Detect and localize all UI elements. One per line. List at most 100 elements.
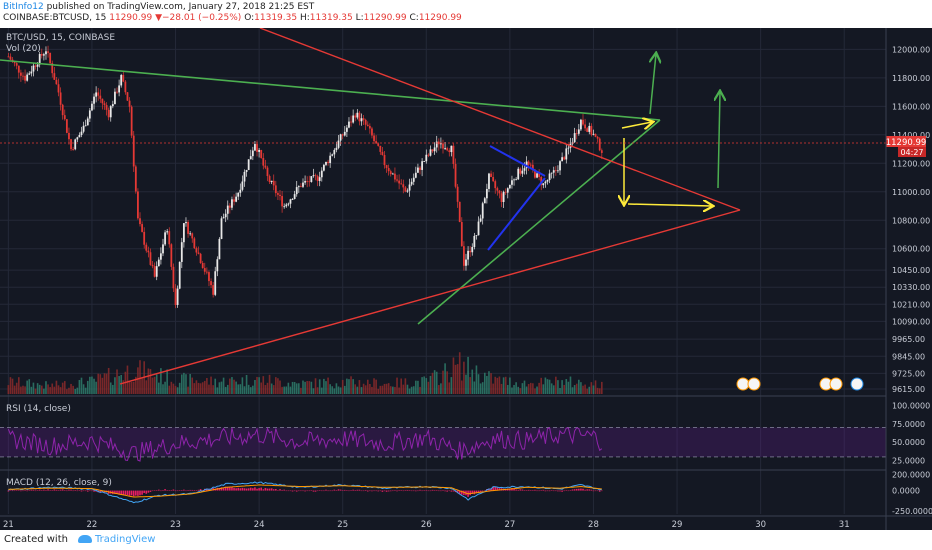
candle-body xyxy=(203,268,206,272)
candle-body xyxy=(396,179,398,181)
tradingview-logo[interactable]: TradingView xyxy=(78,534,155,545)
event-flag-icon[interactable] xyxy=(736,377,750,391)
yellow-arrow-right-upper[interactable] xyxy=(621,122,652,128)
macd-histogram-bar xyxy=(548,490,551,492)
macd-histogram-bar xyxy=(9,490,12,491)
candle-body xyxy=(500,193,503,203)
volume-bar xyxy=(172,383,175,394)
macd-histogram-bar xyxy=(458,490,461,494)
event-flag-icon[interactable] xyxy=(850,377,864,391)
macd-histogram-bar xyxy=(260,487,263,491)
candle-body xyxy=(201,262,204,269)
green-up-arrow-1[interactable] xyxy=(650,54,656,115)
time-tick-label: 24 xyxy=(254,520,265,530)
green-support-line[interactable] xyxy=(417,119,661,325)
volume-bar xyxy=(490,373,492,394)
candle-body xyxy=(544,181,547,184)
volume-bar xyxy=(203,380,206,394)
volume-bar xyxy=(410,386,413,394)
candle-body xyxy=(427,154,430,156)
volume-bar xyxy=(101,377,104,394)
chart-canvas[interactable]: 12000.00 11800.00 11600.00 11400.00 11200.00… xyxy=(0,28,932,530)
volume-bar xyxy=(147,368,150,394)
volume-bar xyxy=(28,379,31,394)
event-flag-icon[interactable] xyxy=(747,377,761,391)
created-with-label: Created with xyxy=(4,534,68,545)
macd-histogram-bar xyxy=(89,490,91,492)
candle-body xyxy=(515,179,518,181)
volume-bar xyxy=(362,383,365,394)
volume-bar xyxy=(105,373,108,394)
volume-bar xyxy=(38,384,41,394)
author-link[interactable]: BitInfo12 xyxy=(3,2,44,12)
candle-body xyxy=(534,169,536,178)
event-badges[interactable] xyxy=(736,377,864,391)
green-up-arrow-2[interactable] xyxy=(718,92,720,189)
macd-histogram-bar xyxy=(352,489,354,491)
candle-body xyxy=(291,199,294,200)
candle-body xyxy=(57,84,60,93)
volume-bar xyxy=(183,372,185,394)
candle-body xyxy=(580,119,582,130)
low-value: 11290.99 xyxy=(363,13,407,23)
candle-body xyxy=(381,151,384,155)
macd-histogram-bar xyxy=(277,490,279,491)
volume-bar xyxy=(423,376,425,394)
volume-bar xyxy=(68,387,70,394)
candle-body xyxy=(444,148,446,149)
candle-body xyxy=(237,192,240,197)
green-resistance-line[interactable] xyxy=(0,59,661,121)
candle-body xyxy=(302,182,304,187)
candle-body xyxy=(408,184,411,191)
volume-bar xyxy=(373,378,375,394)
rsi-band xyxy=(0,427,886,457)
candle-body xyxy=(502,191,505,203)
candle-body xyxy=(40,54,43,56)
red-support-line[interactable] xyxy=(119,209,741,385)
macd-histogram-bar xyxy=(448,490,451,492)
candle-body xyxy=(193,238,196,249)
volume-bar xyxy=(392,386,394,394)
macd-histogram-bar xyxy=(425,490,428,491)
time-tick-label: 23 xyxy=(170,520,181,530)
volume-bar xyxy=(80,377,83,394)
candle-body xyxy=(527,161,530,165)
macd-histogram-bar xyxy=(287,490,290,492)
last-price-tag xyxy=(886,136,926,147)
macd-histogram-bar xyxy=(226,486,229,491)
candle-body xyxy=(375,141,378,144)
volume-bar xyxy=(513,385,515,394)
macd-histogram-bar xyxy=(358,489,361,491)
blue-channel-lower[interactable] xyxy=(487,177,546,251)
macd-histogram-bar xyxy=(456,490,459,494)
macd-histogram-bar xyxy=(400,490,403,491)
price-change: −28.01 (−0.25%) xyxy=(161,13,242,23)
volume-bar xyxy=(394,386,396,394)
price-tick-label: 11800.00 xyxy=(892,74,930,83)
volume-bar xyxy=(277,378,279,394)
macd-histogram-bar xyxy=(116,490,118,494)
macd-histogram-bar xyxy=(481,490,484,492)
volume-bar xyxy=(310,381,313,394)
trendline-drawings[interactable] xyxy=(0,28,741,385)
candle-body xyxy=(440,143,442,145)
blue-channel-upper[interactable] xyxy=(489,145,546,177)
red-resistance-line[interactable] xyxy=(259,28,741,211)
macd-histogram-bar xyxy=(360,490,363,492)
yellow-arrow-right-lower[interactable] xyxy=(627,204,712,206)
event-flag-icon[interactable] xyxy=(829,377,843,391)
candle-body xyxy=(19,72,22,76)
candle-body xyxy=(465,259,467,266)
volume-bar xyxy=(224,386,227,394)
volume-bar xyxy=(550,383,553,394)
volume-bar xyxy=(412,386,415,394)
volume-bar xyxy=(400,378,403,394)
candle-body xyxy=(15,63,18,66)
volume-bar xyxy=(114,377,116,394)
macd-histogram-bar xyxy=(404,490,407,491)
candle-body xyxy=(402,184,405,188)
volume-bar xyxy=(389,386,392,394)
candle-body xyxy=(111,104,114,107)
macd-histogram-bar xyxy=(233,487,235,491)
